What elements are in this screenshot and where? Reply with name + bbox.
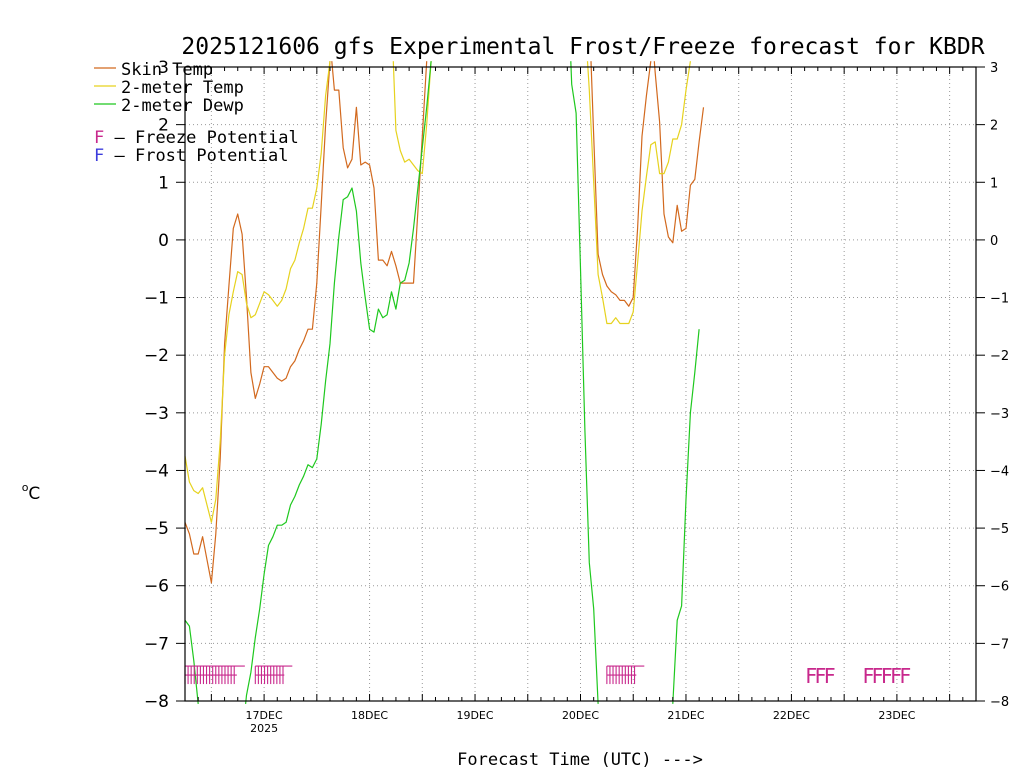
- y-axis-label: oC: [22, 481, 41, 504]
- x-tick-label: 22DEC: [773, 709, 810, 722]
- series-line-2m-temp: [184, 61, 331, 523]
- x-tick-sublabel: 2025: [250, 722, 278, 735]
- y-tick-label-left: −5: [144, 519, 169, 539]
- legend-frost-label: Frost Potential: [135, 146, 289, 166]
- legend-label-dewp: 2-meter Dewp: [121, 96, 244, 116]
- y-tick-label-right: −6: [990, 580, 1009, 595]
- series-line-2m-temp: [392, 61, 432, 175]
- y-tick-label-right: −1: [990, 292, 1009, 307]
- legend-frost-marker: F: [94, 146, 104, 166]
- y-tick-label-left: 1: [158, 173, 169, 193]
- x-tick-label: 21DEC: [667, 709, 704, 722]
- y-tick-label-left: −3: [144, 404, 169, 424]
- y-tick-label-left: −8: [144, 692, 169, 712]
- chart-title: 2025121606 gfs Experimental Frost/Freeze…: [181, 34, 984, 60]
- y-tick-label-left: −7: [144, 634, 169, 654]
- y-tick-label-left: −2: [144, 346, 169, 366]
- x-tick-label: 20DEC: [562, 709, 599, 722]
- x-tick-label: 19DEC: [456, 709, 493, 722]
- freeze-flag: F: [890, 664, 902, 688]
- freeze-flag: F: [862, 664, 874, 688]
- series-line-2m-dewp: [245, 61, 432, 704]
- series-line-skin-temp: [331, 61, 428, 284]
- x-axis-label: Forecast Time (UTC) --->: [457, 750, 703, 768]
- freeze-flag: F: [814, 664, 826, 688]
- legend-freeze-label: Freeze Potential: [135, 128, 299, 148]
- series-line-skin-temp: [590, 61, 652, 307]
- y-tick-label-right: −3: [990, 407, 1009, 422]
- y-tick-label-left: −4: [144, 461, 169, 481]
- freeze-flag: F: [824, 664, 836, 688]
- grid: [185, 67, 976, 701]
- y-tick-label-left: 0: [158, 231, 169, 251]
- freeze-flag: F: [899, 664, 911, 688]
- series-line-2m-dewp: [570, 61, 599, 704]
- y-tick-label-right: −5: [990, 522, 1009, 537]
- series-line-2m-dewp: [672, 329, 700, 704]
- y-tick-label-right: 0: [990, 234, 998, 249]
- legend-label-temp: 2-meter Temp: [121, 78, 244, 98]
- freeze-flag: F: [881, 664, 893, 688]
- y-tick-label-left: 3: [158, 58, 169, 78]
- legend: Skin Temp 2-meter Temp 2-meter Dewp F – …: [94, 60, 299, 166]
- y-tick-label-left: −6: [144, 577, 169, 597]
- y-tick-label-right: 1: [990, 176, 998, 191]
- y-tick-label-right: 2: [990, 119, 998, 134]
- legend-freeze-marker: F: [94, 128, 104, 148]
- y-axis: −8 −8 −7 −7 −6 −6 −5 −5 −4 −4 −3 −3 −2 −2 −1 −1 0 0 1 1 2 2 3 3: [144, 58, 1009, 712]
- freeze-flag: F: [805, 664, 817, 688]
- y-tick-label-right: −2: [990, 349, 1009, 364]
- y-tick-label-right: −7: [990, 637, 1009, 652]
- x-tick-label: 17DEC: [246, 709, 283, 722]
- series-lines: [184, 61, 705, 704]
- y-tick-label-right: −8: [990, 695, 1009, 710]
- y-tick-label-right: −4: [990, 464, 1009, 479]
- legend-label-skin: Skin Temp: [121, 60, 213, 80]
- freeze-flag: F: [872, 664, 884, 688]
- x-tick-label: 23DEC: [878, 709, 915, 722]
- x-tick-label: 18DEC: [351, 709, 388, 722]
- legend-frost-row: F – Frost Potential: [94, 146, 289, 166]
- y-tick-label-left: 2: [158, 116, 169, 136]
- y-tick-label-left: −1: [144, 289, 169, 309]
- series-line-2m-dewp: [184, 619, 199, 704]
- series-line-2m-temp: [586, 61, 691, 325]
- series-line-skin-temp: [184, 61, 331, 584]
- series-line-skin-temp: [653, 61, 705, 244]
- legend-freeze-row: F – Freeze Potential: [94, 128, 299, 148]
- y-tick-label-right: 3: [990, 61, 998, 76]
